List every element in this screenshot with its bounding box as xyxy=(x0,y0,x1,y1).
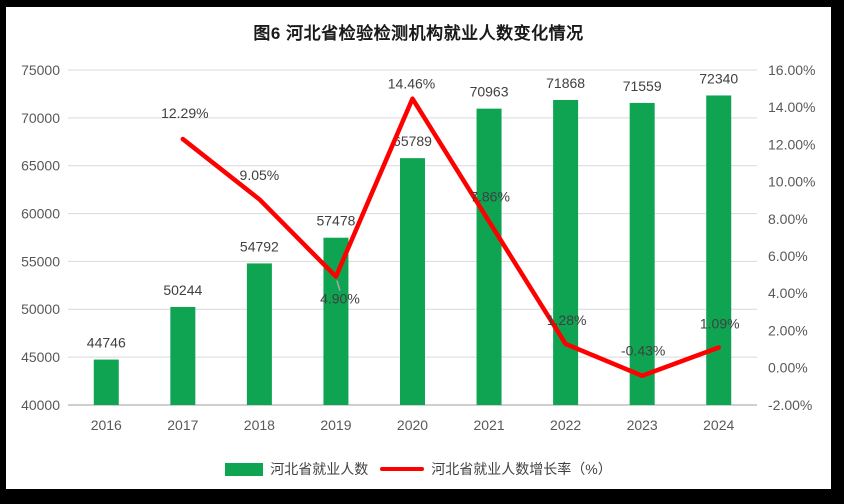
bar-2020 xyxy=(400,158,425,405)
line-value-label: 4.90% xyxy=(320,290,360,306)
x-axis-label: 2019 xyxy=(320,417,351,433)
x-axis-label: 2023 xyxy=(627,417,658,433)
bar-value-label: 65789 xyxy=(393,133,432,149)
bar-value-label: 57478 xyxy=(316,213,355,229)
line-value-label: 7.86% xyxy=(470,188,510,204)
bar-value-label: 44746 xyxy=(87,334,126,350)
left-axis-tick-label: 50000 xyxy=(21,301,60,317)
right-axis-tick-label: 4.00% xyxy=(768,285,808,301)
x-axis-label: 2021 xyxy=(473,417,504,433)
bar-2023 xyxy=(629,102,655,405)
right-axis-tick-label: 10.00% xyxy=(768,174,815,190)
line-value-label: 1.28% xyxy=(547,312,587,328)
right-axis-tick-label: 14.00% xyxy=(768,99,815,115)
bar-2024 xyxy=(706,95,732,406)
left-axis-tick-label: 40000 xyxy=(21,397,60,413)
bar-value-label: 71559 xyxy=(623,78,662,94)
x-axis-label: 2018 xyxy=(244,417,275,433)
right-axis-tick-label: 6.00% xyxy=(768,248,808,264)
left-axis-tick-label: 65000 xyxy=(21,158,60,174)
right-axis-tick-label: 12.00% xyxy=(768,136,815,152)
bar-2016 xyxy=(93,359,119,405)
legend-bar-swatch xyxy=(225,462,264,476)
legend-line-swatch xyxy=(380,466,425,472)
chart-frame: 40000 45000 50000 55000 60000 65000 70000 75000… xyxy=(6,7,831,489)
legend-line-series-label: 河北省就业人数增长率（%） xyxy=(431,461,612,477)
bar-value-label: 71868 xyxy=(546,75,585,91)
chart-title: 图6 河北省检验检测机构就业人数变化情况 xyxy=(253,24,584,43)
bar-2022 xyxy=(553,99,579,405)
left-axis-tick-label: 45000 xyxy=(21,349,60,365)
bar-2019 xyxy=(323,237,349,405)
right-axis-tick-label: 8.00% xyxy=(768,211,808,227)
left-axis-tick-label: 60000 xyxy=(21,205,60,221)
bar-2017 xyxy=(170,306,196,405)
right-axis-tick-label: 0.00% xyxy=(768,360,808,376)
bar-2018 xyxy=(246,263,272,405)
left-axis-tick-label: 70000 xyxy=(21,110,60,126)
right-axis-tick-label: 2.00% xyxy=(768,322,808,338)
legend: 河北省就业人数 河北省就业人数增长率（%） xyxy=(6,459,831,479)
bar-value-label: 50244 xyxy=(163,282,202,298)
left-axis-tick-label: 55000 xyxy=(21,253,60,269)
line-value-label: 9.05% xyxy=(240,167,280,183)
right-axis-tick-label: -2.00% xyxy=(768,397,812,413)
left-axis-tick-label: 75000 xyxy=(21,62,60,78)
line-value-label: 14.46% xyxy=(388,76,435,92)
line-value-label: 1.09% xyxy=(700,315,740,331)
x-axis-label: 2022 xyxy=(550,417,581,433)
right-axis-tick-label: 16.00% xyxy=(768,62,815,78)
x-axis-label: 2020 xyxy=(397,417,428,433)
bar-2021 xyxy=(476,108,502,405)
bar-value-label: 54792 xyxy=(240,238,279,254)
line-value-label: 12.29% xyxy=(161,105,208,121)
bar-value-label: 70963 xyxy=(470,84,509,100)
line-value-label: -0.43% xyxy=(621,343,665,359)
x-axis-label: 2017 xyxy=(167,417,198,433)
x-axis-label: 2016 xyxy=(91,417,122,433)
legend-bar-series-label: 河北省就业人数 xyxy=(270,461,369,477)
bar-value-label: 72340 xyxy=(699,70,738,86)
label-leader-line xyxy=(336,280,341,291)
growth-line xyxy=(180,96,721,379)
x-axis-label: 2024 xyxy=(703,417,734,433)
chart-canvas: 40000 45000 50000 55000 60000 65000 70000 75000… xyxy=(21,62,815,433)
